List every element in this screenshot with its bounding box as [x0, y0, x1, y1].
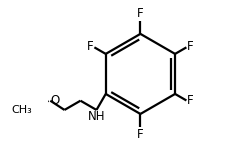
Text: F: F [137, 128, 144, 141]
Text: F: F [137, 7, 144, 20]
Text: NH: NH [88, 110, 105, 123]
Text: O: O [50, 94, 59, 107]
Text: F: F [187, 41, 194, 53]
Text: F: F [187, 94, 194, 107]
Text: F: F [87, 41, 94, 53]
Text: CH₃: CH₃ [12, 105, 32, 115]
